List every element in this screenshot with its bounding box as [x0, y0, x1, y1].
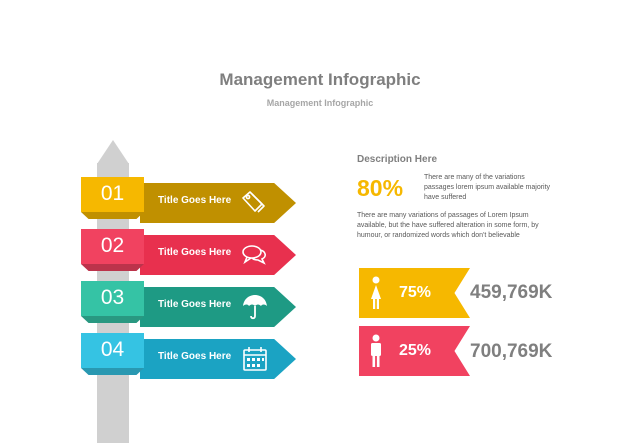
speech-bubbles-icon: [242, 245, 266, 265]
stat-1-banner: 75%: [359, 268, 470, 318]
stat-2-percent: 25%: [399, 342, 432, 359]
step-2-arrow: Title Goes Here: [140, 235, 296, 275]
step-3-arrow: Title Goes Here: [140, 287, 296, 327]
step-1-number-box: 01: [81, 177, 144, 219]
step-1-number: 01: [100, 182, 125, 205]
description-percent: 80%: [357, 175, 404, 201]
step-4-number: 04: [100, 338, 125, 361]
stat-1-value: 459,769K: [470, 282, 553, 303]
stat-1-percent: 75%: [399, 284, 432, 301]
page-subtitle: Management Infographic: [266, 98, 374, 108]
calendar-icon: [243, 347, 267, 371]
step-4-label: Title Goes Here: [158, 351, 232, 362]
step-2-number-box: 02: [81, 229, 144, 271]
step-4-number-box: 04: [81, 333, 144, 375]
signpost-top: [97, 140, 129, 164]
step-3-label: Title Goes Here: [158, 299, 232, 310]
tag-icon: [242, 191, 265, 213]
page-title: Management Infographic: [219, 70, 421, 89]
description-title: Description Here: [357, 154, 438, 165]
step-1-label: Title Goes Here: [158, 195, 232, 206]
man-icon: [371, 334, 381, 367]
description-short-text: There are many of the variations passage…: [424, 174, 551, 201]
stat-2-banner: 25%: [359, 326, 470, 376]
step-3-number: 03: [100, 286, 125, 309]
step-2-label: Title Goes Here: [158, 247, 232, 258]
step-4-arrow: Title Goes Here: [140, 339, 296, 379]
stat-2-value: 700,769K: [470, 341, 553, 362]
step-2-number: 02: [100, 234, 125, 257]
description-paragraph: There are many variations of passages of…: [357, 212, 539, 239]
step-1-arrow: Title Goes Here: [140, 183, 296, 223]
umbrella-icon: [243, 295, 267, 320]
step-3-number-box: 03: [81, 281, 144, 323]
woman-icon: [371, 276, 381, 309]
